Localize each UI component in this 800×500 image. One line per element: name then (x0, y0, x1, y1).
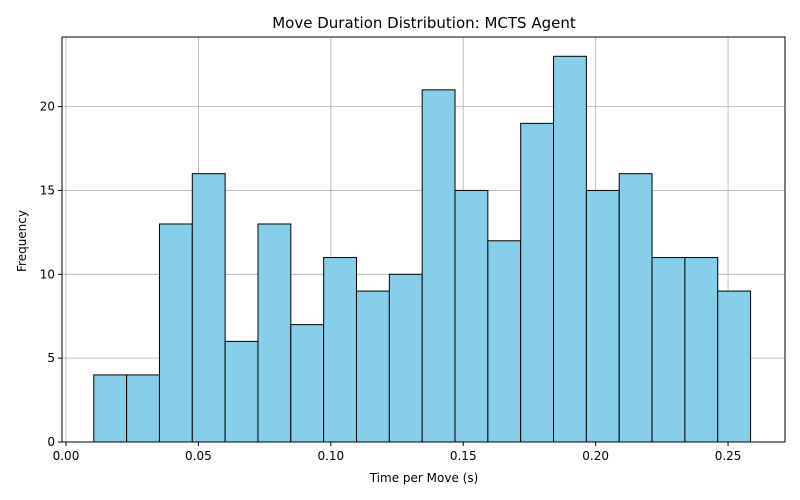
histogram-bar (717, 290, 752, 443)
x-axis-label: Time per Move (s) (369, 471, 479, 485)
x-axis-ticks: 0.00 0.05 0.10 0.15 0.20 0.25 (53, 442, 742, 463)
histogram-bar (290, 324, 325, 443)
histogram-bar (191, 173, 226, 443)
y-tick-label: 5 (47, 351, 55, 365)
histogram-bar (487, 240, 522, 443)
histogram-bar (618, 173, 653, 443)
y-axis-ticks: 0 5 10 15 20 (40, 100, 62, 449)
x-tick-label: 0.00 (53, 449, 80, 463)
x-tick-label: 0.15 (450, 449, 477, 463)
histogram-bar (421, 89, 456, 443)
histogram-bar (257, 223, 292, 443)
histogram-bar (126, 374, 160, 443)
histogram-bar (388, 273, 423, 443)
chart-title: Move Duration Distribution: MCTS Agent (272, 14, 576, 32)
histogram-bar (323, 257, 357, 443)
plot-area-frame (61, 36, 786, 443)
histogram-bar (355, 290, 390, 443)
histogram-bars (93, 55, 752, 443)
y-axis-label: Frequency (15, 210, 29, 272)
x-tick-label: 0.05 (185, 449, 212, 463)
histogram-bar (520, 122, 555, 443)
histogram-bar (454, 189, 489, 443)
x-tick-label: 0.20 (582, 449, 609, 463)
histogram-bar (585, 189, 620, 443)
histogram-bar (158, 223, 193, 443)
histogram-bar (684, 257, 719, 443)
y-tick-label: 10 (40, 267, 55, 281)
histogram-bar (651, 257, 686, 443)
histogram-bar (93, 374, 128, 443)
histogram-bar (553, 55, 587, 443)
x-tick-label: 0.25 (715, 449, 742, 463)
y-tick-label: 20 (40, 100, 55, 114)
x-tick-label: 0.10 (317, 449, 344, 463)
histogram-bar (224, 340, 259, 443)
y-tick-label: 15 (40, 183, 55, 197)
y-tick-label: 0 (47, 435, 55, 449)
